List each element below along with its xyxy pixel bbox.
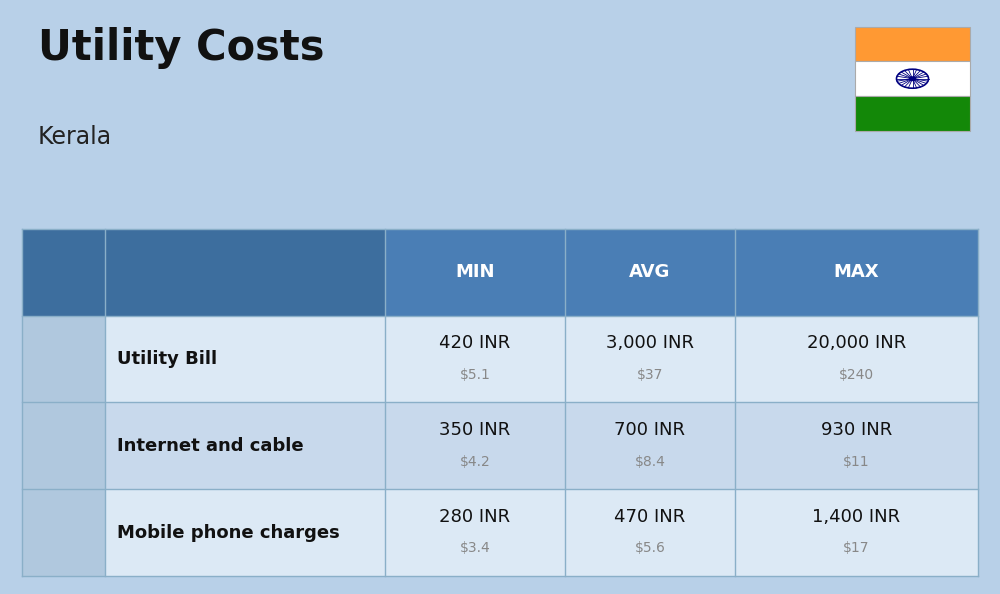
Text: 1,400 INR: 1,400 INR: [812, 508, 901, 526]
FancyBboxPatch shape: [22, 229, 978, 315]
Text: MAX: MAX: [834, 263, 879, 281]
FancyBboxPatch shape: [22, 229, 105, 315]
Text: $5.1: $5.1: [460, 368, 490, 381]
Text: 470 INR: 470 INR: [614, 508, 686, 526]
Text: $8.4: $8.4: [635, 454, 665, 469]
Text: 3,000 INR: 3,000 INR: [606, 334, 694, 352]
FancyBboxPatch shape: [855, 27, 970, 61]
Text: 280 INR: 280 INR: [439, 508, 511, 526]
FancyBboxPatch shape: [22, 489, 978, 576]
Text: 700 INR: 700 INR: [614, 421, 685, 439]
FancyBboxPatch shape: [22, 315, 978, 403]
Text: Kerala: Kerala: [38, 125, 112, 148]
FancyBboxPatch shape: [22, 315, 105, 403]
FancyBboxPatch shape: [855, 61, 970, 96]
FancyBboxPatch shape: [22, 403, 105, 489]
FancyBboxPatch shape: [22, 403, 978, 489]
Text: 20,000 INR: 20,000 INR: [807, 334, 906, 352]
Text: $3.4: $3.4: [460, 541, 490, 555]
Text: $37: $37: [637, 368, 663, 381]
Text: Internet and cable: Internet and cable: [117, 437, 304, 455]
Text: $4.2: $4.2: [460, 454, 490, 469]
Circle shape: [910, 77, 916, 81]
Text: 350 INR: 350 INR: [439, 421, 511, 439]
Text: $11: $11: [843, 454, 870, 469]
Text: AVG: AVG: [629, 263, 671, 281]
Text: Utility Costs: Utility Costs: [38, 27, 324, 69]
Text: 930 INR: 930 INR: [821, 421, 892, 439]
FancyBboxPatch shape: [105, 229, 385, 315]
Text: Utility Bill: Utility Bill: [117, 350, 217, 368]
Text: $17: $17: [843, 541, 870, 555]
Text: 420 INR: 420 INR: [439, 334, 511, 352]
Text: Mobile phone charges: Mobile phone charges: [117, 524, 340, 542]
Text: MIN: MIN: [455, 263, 495, 281]
FancyBboxPatch shape: [855, 96, 970, 131]
Text: $5.6: $5.6: [635, 541, 665, 555]
Text: $240: $240: [839, 368, 874, 381]
FancyBboxPatch shape: [22, 489, 105, 576]
